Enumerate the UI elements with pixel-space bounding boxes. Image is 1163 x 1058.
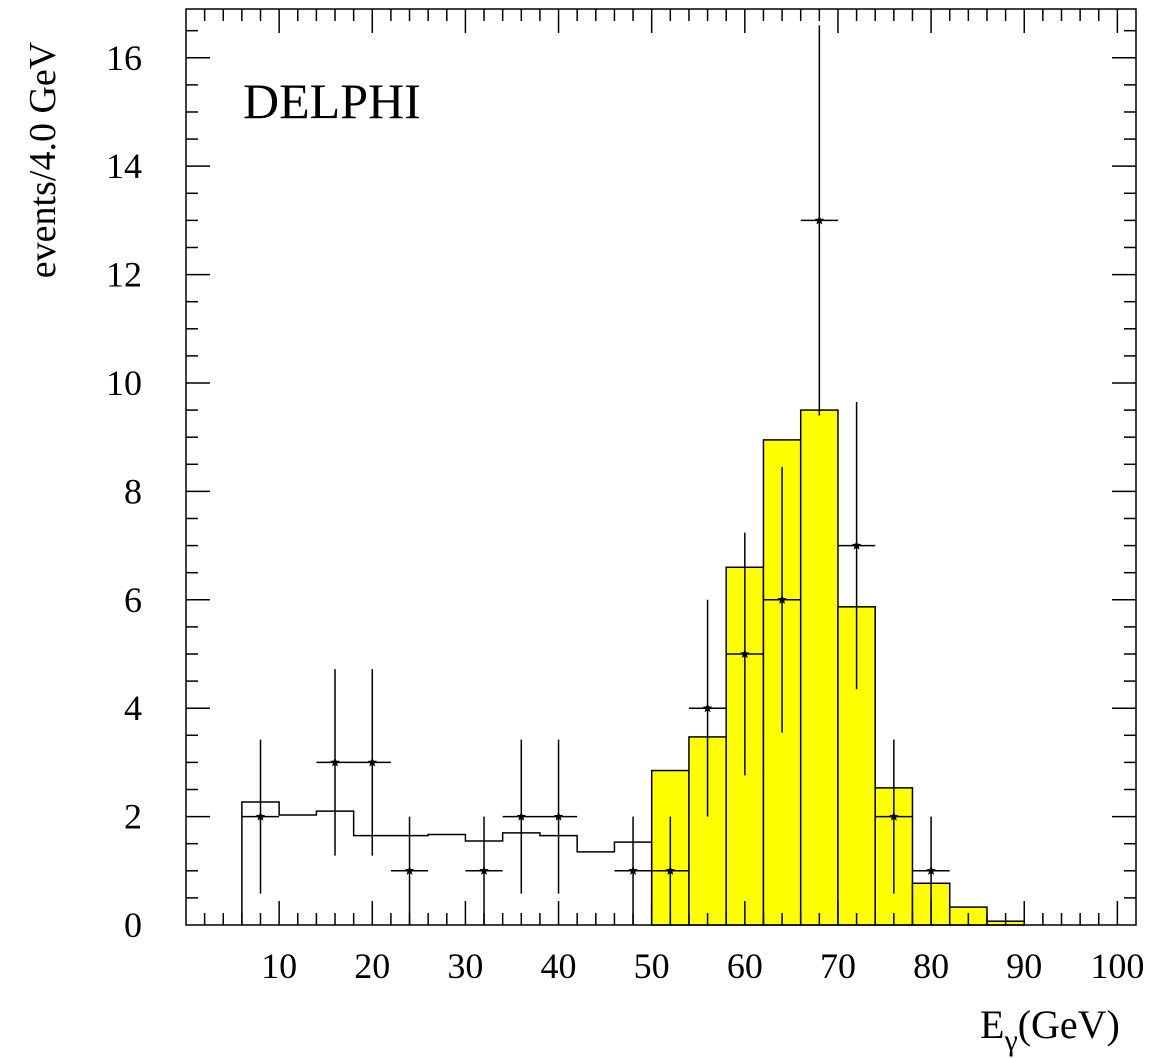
data-point: [316, 669, 354, 856]
signal-bin: [799, 409, 839, 926]
star-marker: [740, 648, 750, 659]
data-point: [688, 599, 727, 817]
y-axis-label: events/4.0 GeV: [22, 41, 64, 278]
y-tick-label: 14: [106, 146, 142, 186]
star-marker: [479, 865, 489, 875]
star-marker: [889, 811, 899, 821]
data-point: [465, 816, 503, 925]
x-tick-label: 20: [354, 946, 390, 986]
y-tick-label: 4: [124, 688, 142, 728]
star-marker: [702, 703, 713, 713]
x-tick-label: 10: [261, 946, 297, 986]
y-tick-label: 12: [106, 255, 142, 295]
data-points: [241, 25, 950, 925]
star-marker: [628, 865, 638, 875]
tick-labels: 10 20 30 40 50 60 70 80 90 100 0 2 4 6 8 10 12 14 16: [106, 38, 1144, 986]
x-tick-label: 80: [913, 946, 949, 986]
y-tick-label: 8: [124, 471, 142, 511]
x-tick-label: 60: [727, 946, 763, 986]
data-point: [800, 25, 838, 416]
star-marker: [851, 540, 862, 550]
data-point: [651, 816, 689, 925]
data-point: [390, 816, 429, 925]
star-marker: [814, 215, 825, 225]
axes: [185, 8, 1137, 926]
data-point: [353, 669, 391, 856]
x-axis-label: Eγ(GeV): [980, 1002, 1120, 1057]
data-point: [614, 816, 652, 925]
star-marker: [330, 757, 340, 767]
data-point: [763, 467, 801, 733]
y-tick-label: 10: [106, 363, 142, 403]
x-tick-label: 40: [541, 946, 577, 986]
x-axis-label-units: (GeV): [1018, 1002, 1120, 1047]
star-marker: [926, 865, 936, 875]
star-marker: [367, 757, 378, 767]
data-point: [241, 739, 280, 894]
star-marker: [665, 865, 676, 875]
data-point: [502, 739, 540, 894]
data-point: [539, 739, 578, 894]
data-point: [726, 532, 764, 776]
x-tick-label: 90: [1006, 946, 1042, 986]
x-axis-label-main: E: [980, 1002, 1004, 1047]
x-tick-label: 100: [1090, 946, 1144, 986]
x-axis-label-subscript: γ: [1003, 1024, 1017, 1057]
background-histogram: [241, 801, 653, 925]
data-point: [875, 739, 913, 894]
y-tick-label: 2: [124, 797, 142, 837]
data-point: [837, 401, 876, 690]
chart-title: DELPHI: [243, 73, 421, 129]
y-tick-label: 16: [106, 38, 142, 78]
star-marker: [516, 811, 527, 821]
x-tick-label: 30: [447, 946, 483, 986]
x-tick-label: 50: [634, 946, 670, 986]
star-marker: [777, 594, 787, 604]
star-marker: [255, 811, 266, 821]
x-tick-label: 70: [820, 946, 856, 986]
background-step-line: [241, 801, 653, 925]
y-tick-label: 6: [124, 580, 142, 620]
star-marker: [553, 811, 564, 821]
star-marker: [404, 865, 415, 875]
y-tick-label: 0: [124, 905, 142, 945]
plot-frame: [185, 8, 1137, 926]
